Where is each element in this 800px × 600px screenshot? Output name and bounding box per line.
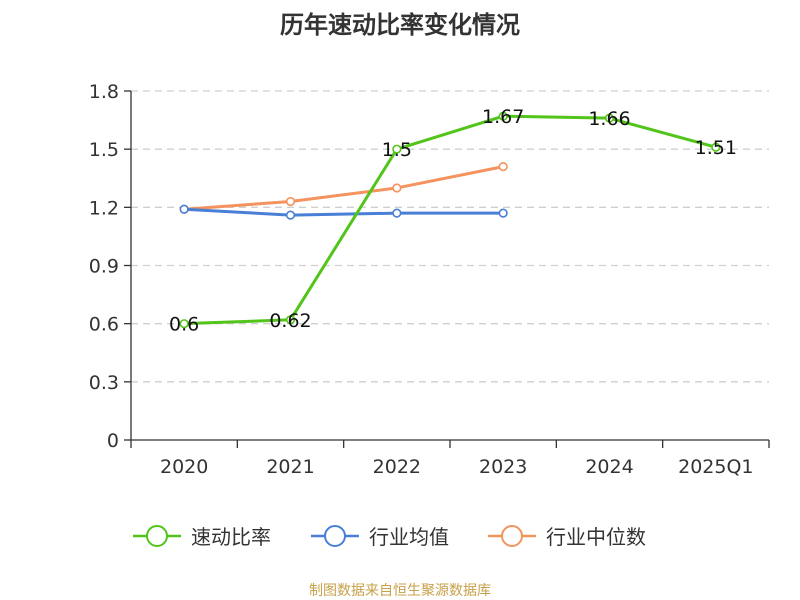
legend-marker — [146, 525, 168, 547]
y-tick-label: 1.8 — [89, 81, 119, 103]
data-point — [498, 111, 508, 121]
y-tick-label: 0 — [107, 430, 119, 452]
legend-label: 速动比率 — [191, 525, 271, 549]
y-tick-label: 1.2 — [89, 197, 119, 219]
data-point — [285, 196, 296, 207]
x-tick-label: 2025Q1 — [678, 456, 753, 478]
x-tick-label: 2024 — [585, 456, 633, 478]
data-point — [392, 144, 402, 154]
series-line-2 — [184, 165, 504, 211]
x-tick-label: 2021 — [266, 456, 314, 478]
x-tick-label: 2023 — [479, 456, 527, 478]
legend-label: 行业均值 — [369, 525, 449, 549]
y-tick-label: 1.5 — [89, 139, 119, 161]
data-point — [392, 183, 402, 193]
series-line-0 — [184, 114, 717, 326]
data-point — [498, 208, 508, 218]
y-tick-label: 0.9 — [89, 256, 119, 278]
data-point — [711, 142, 721, 152]
data-point — [179, 319, 189, 329]
legend-item-1[interactable]: 行业均值 — [311, 525, 449, 549]
y-tick-label: 0.6 — [89, 314, 119, 336]
data-point — [285, 315, 296, 325]
data-point — [604, 113, 615, 123]
legend[interactable]: 速动比率 行业均值 行业中位数 — [133, 525, 646, 549]
legend-label: 行业中位数 — [546, 525, 646, 549]
axes: 0 0.3 0.6 0.9 1.2 1.5 1.8 2020 2021 2022 2023 2024 2… — [89, 81, 770, 478]
data-labels: 0.6 0.62 1.5 1.67 1.66 1.51 — [169, 106, 737, 335]
legend-item-2[interactable]: 行业中位数 — [488, 525, 646, 549]
data-label: 0.6 — [169, 314, 199, 336]
grid — [131, 90, 769, 383]
x-tick-label: 2020 — [160, 456, 208, 478]
legend-marker — [501, 525, 523, 547]
legend-item-0[interactable]: 速动比率 — [133, 525, 271, 549]
chart-title: 历年速动比率变化情况 — [280, 11, 520, 39]
legend-marker — [324, 525, 346, 547]
series — [179, 111, 721, 329]
data-label: 1.67 — [482, 106, 524, 128]
data-point — [179, 204, 189, 214]
data-label: 1.66 — [588, 108, 630, 130]
data-point — [392, 208, 402, 218]
source-note: 制图数据来自恒生聚源数据库 — [309, 583, 491, 599]
y-tick-label: 0.3 — [89, 372, 119, 394]
series-line-1 — [184, 207, 504, 217]
data-label: 1.5 — [382, 139, 412, 161]
data-point — [285, 210, 296, 220]
data-label: 0.62 — [269, 310, 311, 332]
data-label: 1.51 — [695, 137, 737, 159]
data-point — [498, 162, 508, 172]
x-tick-label: 2022 — [373, 456, 421, 478]
